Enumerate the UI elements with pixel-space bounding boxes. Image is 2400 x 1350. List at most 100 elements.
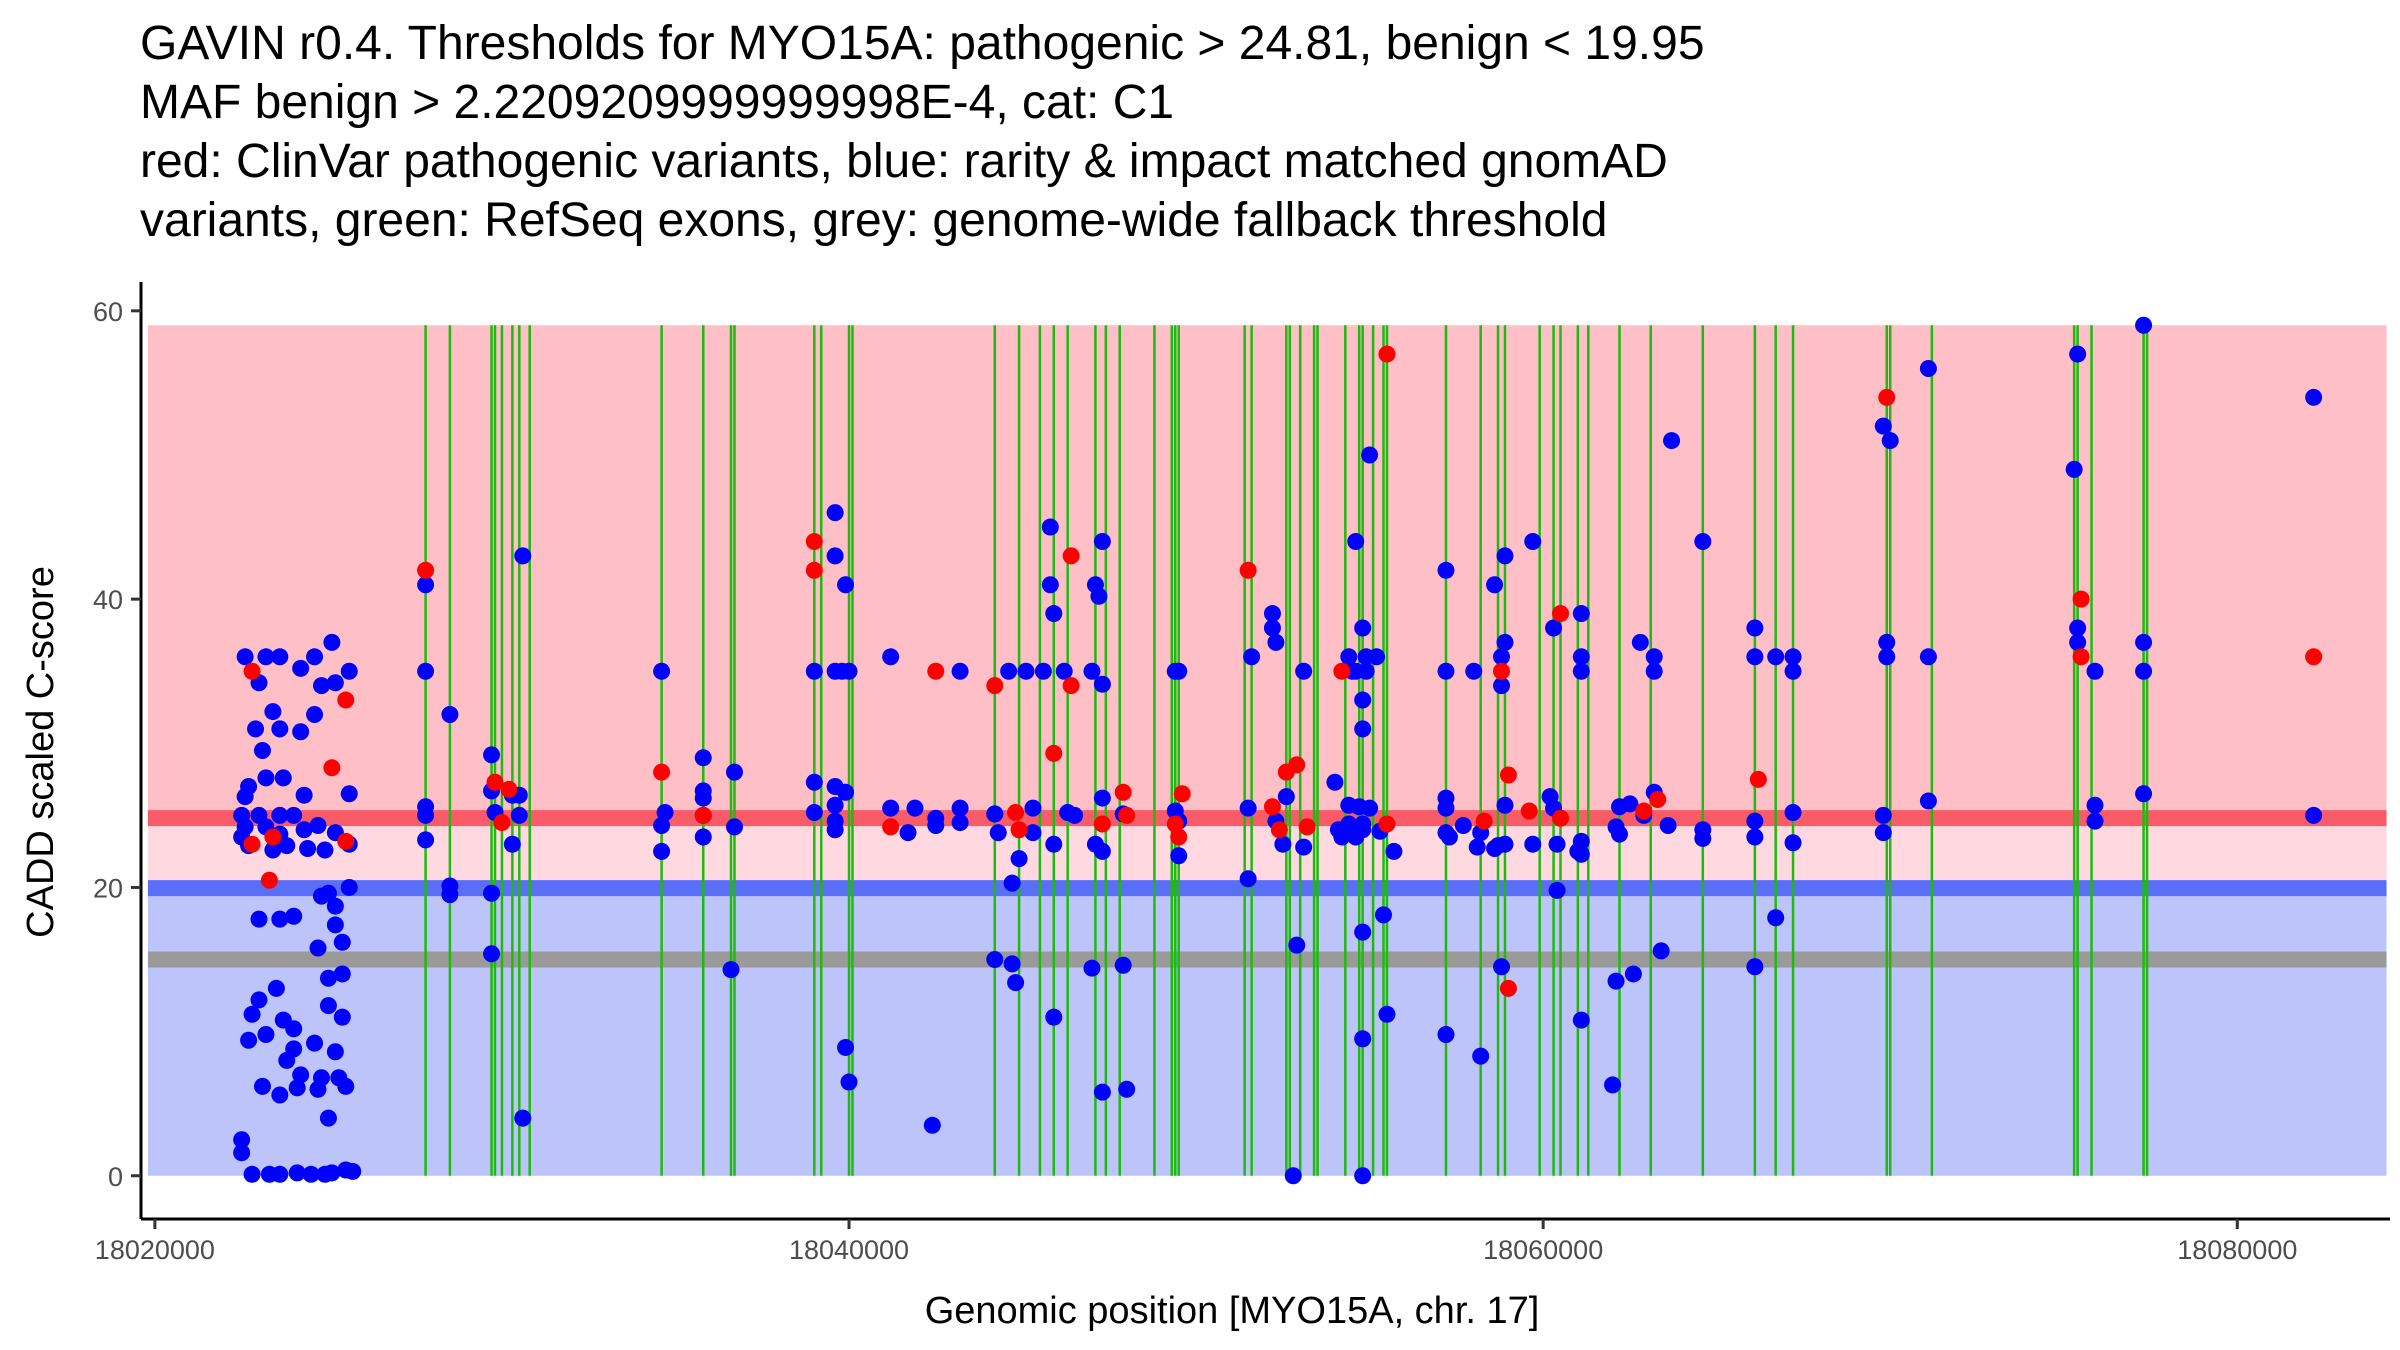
title-line-2: MAF benign > 2.2209209999999998E-4, cat:… — [140, 76, 1175, 129]
gnomad-point-156 — [1045, 605, 1063, 623]
gnomad-point-33 — [309, 816, 327, 834]
gnomad-point-285 — [1784, 834, 1802, 852]
clinvar-point-34 — [1298, 818, 1316, 836]
clinvar-point-1 — [243, 835, 261, 853]
gnomad-point-304 — [2135, 662, 2153, 680]
gnomad-point-278 — [1746, 828, 1764, 846]
gnomad-point-159 — [1055, 662, 1073, 680]
gnomad-point-251 — [1572, 648, 1590, 666]
clinvar-point-39 — [1493, 662, 1511, 680]
gnomad-point-296 — [2065, 460, 2083, 478]
gnomad-point-190 — [1288, 936, 1306, 954]
gnomad-point-45 — [285, 907, 303, 925]
gnomad-point-8 — [312, 677, 330, 695]
gnomad-point-214 — [1354, 1167, 1372, 1185]
gnomad-point-87 — [417, 806, 435, 824]
gnomad-point-182 — [1243, 648, 1261, 666]
gnomad-point-139 — [951, 799, 969, 817]
clinvar-point-27 — [1170, 828, 1188, 846]
gnomad-point-170 — [1093, 842, 1111, 860]
gnomad-point-71 — [309, 1080, 327, 1098]
gnomad-point-241 — [1496, 835, 1514, 853]
clinvar-point-7 — [417, 561, 435, 579]
gnomad-point-9 — [326, 674, 344, 692]
x-tick-label-1: 18040000 — [789, 1235, 909, 1265]
clinvar-point-49 — [2072, 590, 2090, 608]
gnomad-point-171 — [1093, 1083, 1111, 1101]
gnomad-point-208 — [1354, 821, 1372, 839]
gnomad-point-277 — [1746, 812, 1764, 830]
clinvar-point-20 — [1045, 744, 1063, 762]
gnomad-point-274 — [1694, 829, 1712, 847]
gnomad-point-248 — [1548, 835, 1566, 853]
gnomad-point-118 — [826, 504, 844, 522]
gnomad-point-104 — [656, 803, 674, 821]
gnomad-point-147 — [1003, 955, 1021, 973]
gnomad-point-124 — [826, 821, 844, 839]
gnomad-point-43 — [250, 910, 268, 928]
gnomad-point-249 — [1548, 881, 1566, 899]
gnomad-point-111 — [694, 828, 712, 846]
clinvar-point-18 — [1007, 803, 1025, 821]
gnomad-point-112 — [722, 961, 740, 979]
gnomad-point-88 — [417, 831, 435, 849]
gnomad-point-184 — [1263, 619, 1281, 637]
gnomad-point-240 — [1496, 796, 1514, 814]
clinvar-point-48 — [1878, 388, 1896, 406]
gnomad-point-276 — [1746, 648, 1764, 666]
gnomad-point-204 — [1354, 619, 1372, 637]
gnomad-point-198 — [1347, 532, 1365, 550]
y-tick-label-2: 40 — [93, 585, 123, 615]
gnomad-point-74 — [233, 1144, 251, 1162]
gnomad-point-89 — [441, 705, 459, 723]
gnomad-point-263 — [1624, 965, 1642, 983]
gnomad-point-4 — [306, 648, 324, 666]
clinvar-point-43 — [1552, 605, 1570, 623]
gnomad-point-253 — [1572, 605, 1590, 623]
gnomad-point-157 — [1045, 835, 1063, 853]
gnomad-point-233 — [1486, 576, 1504, 594]
gnomad-point-40 — [340, 878, 358, 896]
gnomad-point-96 — [483, 945, 501, 963]
gnomad-point-284 — [1784, 803, 1802, 821]
x-tick-label-3: 18080000 — [2177, 1235, 2297, 1265]
clinvar-point-10 — [500, 780, 518, 798]
gnomad-point-114 — [725, 818, 743, 836]
gnomad-point-91 — [441, 886, 459, 904]
chart-title: GAVIN r0.4. Thresholds for MYO15A: patho… — [140, 14, 2340, 250]
gnomad-point-13 — [271, 720, 289, 738]
region-intermediate — [147, 818, 2387, 889]
title-line-1: GAVIN r0.4. Thresholds for MYO15A: patho… — [140, 17, 1705, 70]
gnomad-point-303 — [2135, 633, 2153, 651]
gnomad-point-155 — [1041, 576, 1059, 594]
gnomad-point-85 — [417, 662, 435, 680]
clinvar-point-12 — [694, 806, 712, 824]
gnomad-point-131 — [882, 648, 900, 666]
gnomad-point-55 — [333, 1008, 351, 1026]
clinvar-point-23 — [1093, 815, 1111, 833]
gnomad-point-51 — [267, 979, 285, 997]
gnomad-point-183 — [1263, 605, 1281, 623]
gnomad-point-78 — [288, 1164, 306, 1182]
clinvar-point-38 — [1475, 812, 1493, 830]
gnomad-point-163 — [1083, 662, 1101, 680]
clinvar-point-16 — [927, 662, 945, 680]
gnomad-point-0 — [236, 648, 254, 666]
gnomad-point-41 — [312, 887, 330, 905]
gnomad-point-125 — [837, 576, 855, 594]
gnomad-point-294 — [1919, 792, 1937, 810]
gnomad-point-174 — [1118, 1080, 1136, 1098]
gnomad-point-153 — [1034, 662, 1052, 680]
gnomad-point-287 — [1881, 432, 1899, 450]
gnomad-points — [233, 316, 2323, 1185]
gnomad-point-254 — [1572, 832, 1590, 850]
gnomad-point-301 — [2086, 812, 2104, 830]
clinvar-point-17 — [986, 677, 1004, 695]
clinvar-point-8 — [486, 773, 504, 791]
gnomad-point-17 — [257, 769, 275, 787]
gnomad-point-75 — [243, 1165, 261, 1183]
gnomad-point-187 — [1274, 835, 1292, 853]
gnomad-point-179 — [1170, 847, 1188, 865]
gnomad-point-257 — [1604, 1076, 1622, 1094]
